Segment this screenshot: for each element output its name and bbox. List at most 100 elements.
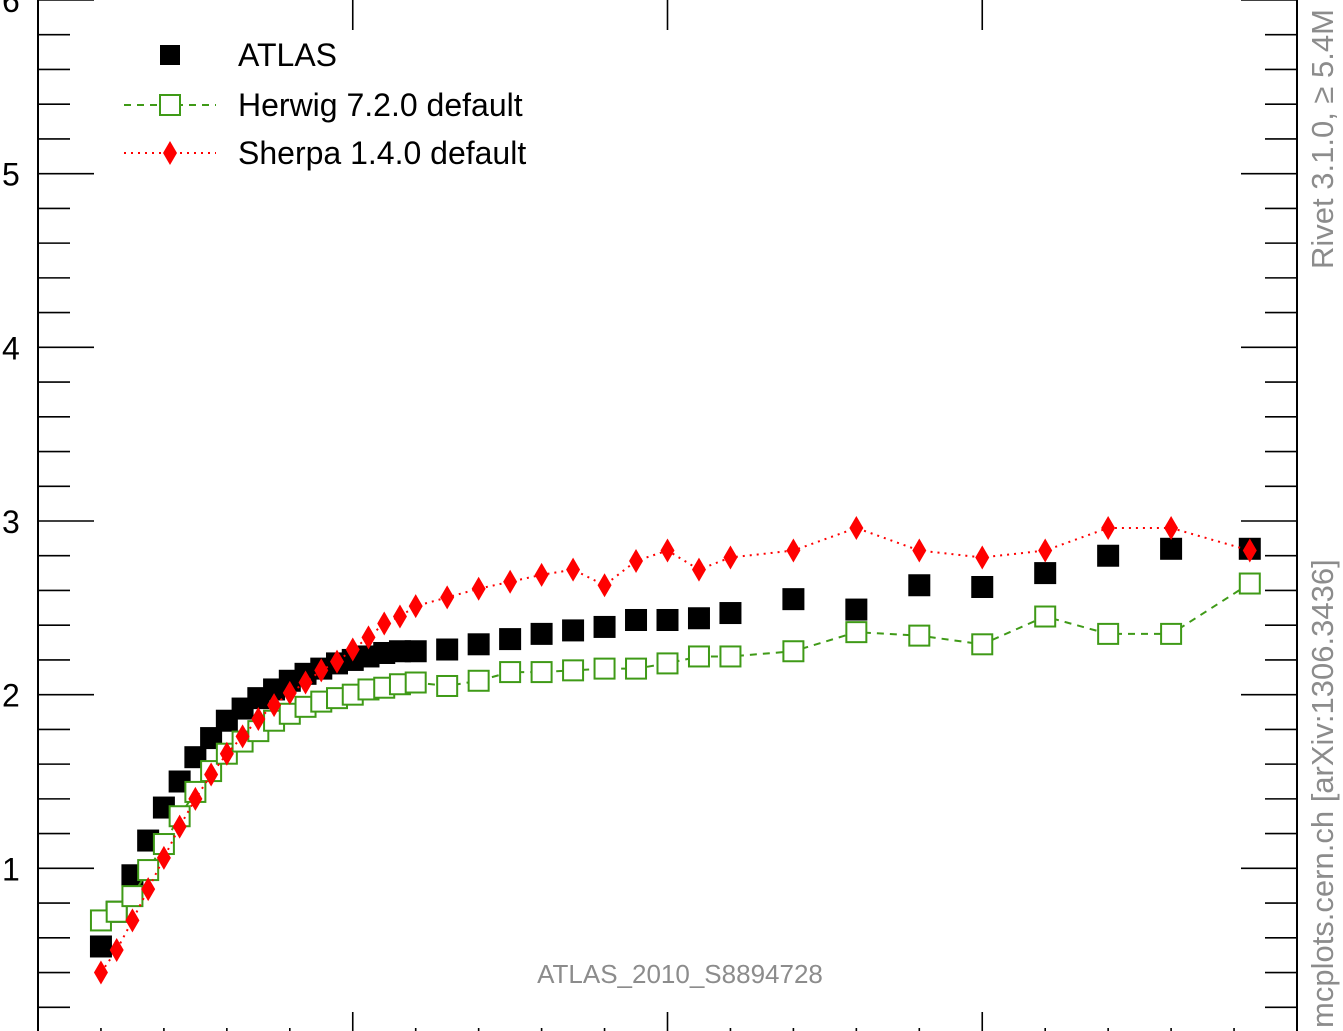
data-point <box>345 637 360 662</box>
data-point <box>1101 515 1116 540</box>
data-point <box>660 538 675 563</box>
data-point <box>782 640 805 663</box>
series-line <box>100 582 1251 922</box>
data-point <box>691 557 706 582</box>
data-point <box>436 638 459 661</box>
data-point <box>499 661 522 684</box>
data-point <box>109 937 124 962</box>
legend-label: ATLAS <box>238 37 337 73</box>
data-point <box>625 657 648 680</box>
data-point <box>719 602 742 625</box>
data-point <box>1242 538 1257 563</box>
data-point <box>188 786 203 811</box>
series-layer <box>89 515 1261 985</box>
legend: ATLAS Herwig 7.2.0 default Sherpa 1.4.0 de… <box>124 37 526 171</box>
legend-label: Herwig 7.2.0 default <box>238 87 523 123</box>
legend-marker <box>160 45 180 65</box>
data-point <box>125 908 140 933</box>
data-point <box>975 545 990 570</box>
y-tick-label: 6 <box>2 0 20 19</box>
data-point <box>467 669 490 692</box>
data-point <box>141 877 156 902</box>
data-point <box>687 607 710 630</box>
legend-item-0: ATLAS <box>160 37 337 73</box>
y-tick-label: 3 <box>2 504 20 540</box>
data-point <box>408 594 423 619</box>
data-point <box>593 657 616 680</box>
legend-item-1: Herwig 7.2.0 default <box>124 87 523 123</box>
data-point <box>1164 515 1179 540</box>
y-tick-label: 5 <box>2 157 20 193</box>
data-point <box>597 573 612 598</box>
data-point <box>1034 562 1057 585</box>
data-point <box>121 885 144 908</box>
data-point <box>1038 538 1053 563</box>
data-point <box>562 619 585 642</box>
series-0 <box>89 537 1261 958</box>
data-point <box>298 670 313 695</box>
data-point <box>467 633 490 656</box>
data-point <box>908 624 931 647</box>
data-point <box>392 604 407 629</box>
data-point <box>314 658 329 683</box>
data-point <box>723 545 738 570</box>
data-point <box>530 661 553 684</box>
data-point <box>89 935 112 958</box>
data-point <box>656 652 679 675</box>
data-point <box>267 693 282 718</box>
data-point <box>172 814 187 839</box>
data-point <box>499 628 522 651</box>
legend-label: Sherpa 1.4.0 default <box>238 135 526 171</box>
data-point <box>330 649 345 674</box>
data-point <box>503 569 518 594</box>
data-point <box>845 598 868 621</box>
data-point <box>377 611 392 636</box>
data-point <box>471 576 486 601</box>
data-point <box>137 859 160 882</box>
legend-marker <box>163 141 177 165</box>
data-point <box>282 680 297 705</box>
data-point <box>845 621 868 644</box>
data-point <box>1097 544 1120 567</box>
legend-marker <box>159 94 181 116</box>
data-point <box>93 960 108 985</box>
data-point <box>219 741 234 766</box>
y-tick-label: 4 <box>2 330 20 366</box>
data-point <box>251 706 266 731</box>
data-point <box>908 574 931 597</box>
series-2 <box>93 515 1257 985</box>
data-point <box>971 575 994 598</box>
data-point <box>625 608 648 631</box>
data-point <box>849 515 864 540</box>
data-point <box>687 645 710 668</box>
data-point <box>1097 622 1120 645</box>
plot-frame: 1 2 3 4 5 6 <box>2 0 1298 1031</box>
y-tick-label: 1 <box>2 851 20 887</box>
data-point <box>235 724 250 749</box>
rivet-version-label: Rivet 3.1.0, ≥ 5.4M <box>1305 9 1340 269</box>
legend-item-2: Sherpa 1.4.0 default <box>124 135 526 171</box>
data-point <box>361 625 376 650</box>
data-point <box>562 659 585 682</box>
data-point <box>436 674 459 697</box>
data-point <box>782 588 805 611</box>
y-tick-label: 2 <box>2 678 20 714</box>
data-point <box>786 538 801 563</box>
data-point <box>1160 622 1183 645</box>
analysis-label: ATLAS_2010_S8894728 <box>537 959 823 989</box>
data-point <box>1034 605 1057 628</box>
data-point <box>719 645 742 668</box>
data-point <box>204 762 219 787</box>
data-point <box>156 845 171 870</box>
data-point <box>566 557 581 582</box>
data-point <box>530 622 553 645</box>
data-point <box>971 633 994 656</box>
mcplots-label: mcplots.cern.ch [arXiv:1306.3436] <box>1305 559 1340 1028</box>
data-point <box>656 608 679 631</box>
data-point <box>1238 572 1261 595</box>
data-point <box>912 538 927 563</box>
data-point <box>404 640 427 663</box>
data-point <box>440 585 455 610</box>
data-point <box>593 615 616 638</box>
